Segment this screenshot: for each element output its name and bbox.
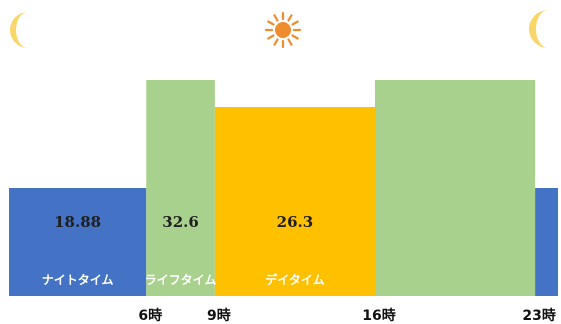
sun-ray [291,20,299,26]
bar-segment [214,107,375,296]
bar-segment [9,188,147,296]
segments-layer [9,80,558,296]
segment-value-label: 32.6 [162,213,199,231]
sun-ray [267,34,275,40]
segment-value-label: 26.3 [277,213,314,231]
sun-ray [287,14,293,22]
x-tick-label: 6時 [138,307,162,324]
bar-segment [375,80,536,296]
crescent-moon-icon [528,9,548,48]
sun-icon [264,11,302,49]
segment-name-label: ナイトタイム [42,273,114,287]
sun-ray [267,20,275,26]
labels-layer: 18.88 ナイトタイム 32.6 ライフタイム 26.3 デイタイム [42,213,325,287]
segment-name-label: デイタイム [265,272,324,287]
segment-name-label: ライフタイム [145,273,217,287]
x-tick-label: 9時 [207,307,231,324]
segment-value-label: 18.88 [54,213,101,231]
ticks-layer: 6時 9時 16時 23時 [138,307,555,324]
x-tick-label: 16時 [362,307,395,324]
sun-ray [273,14,279,22]
sun-ray [291,34,299,40]
sun-disc [275,22,291,38]
sun-ray [273,38,279,46]
bar-segment [535,188,558,296]
crescent-moon-icon [10,12,28,48]
sun-ray [287,38,293,46]
x-tick-label: 23時 [522,307,555,324]
bar-segment [146,80,215,296]
